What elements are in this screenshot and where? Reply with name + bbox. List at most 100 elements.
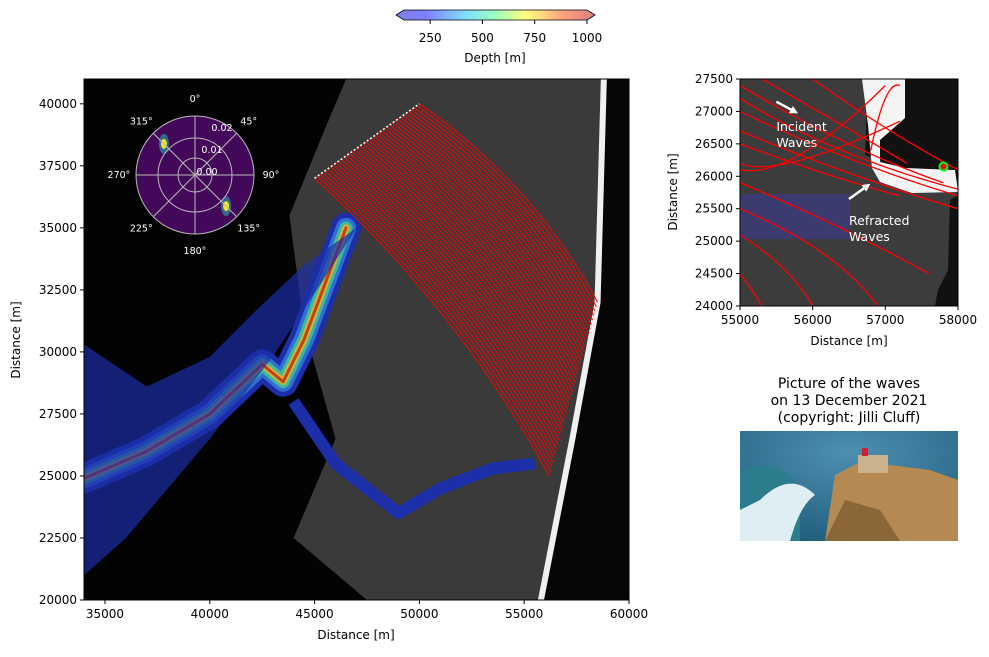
polar-angle-label: 135° [237,224,260,235]
zoom-map-frame [739,78,959,307]
zoom-land [865,79,958,306]
colorbar: 250 500 750 1000 Depth [m] [395,9,603,65]
zoom-y-tick-label: 25500 [695,202,733,216]
wave-rays [314,103,598,477]
wave-ray [335,162,560,441]
wave-ray [394,120,587,343]
zoom-y-tick-label: 24000 [695,299,733,313]
zoom-wave-ray [761,79,908,164]
x-tick-label: 50000 [400,607,438,621]
annotation-label: Refracted [849,213,909,228]
annotation-label: Waves [849,229,890,244]
photo-panel: Picture of the waves on 13 December 2021… [740,376,958,541]
colorbar-tick-label: 250 [419,31,442,45]
canyon-tail [288,398,536,520]
wave-ray [351,151,568,414]
wave-ray [368,139,575,388]
polar-radial-label: 0.02 [211,123,232,134]
photo-title-line-3: (copyright: Jilli Cluff) [778,410,921,426]
colorbar-tick-label: 500 [471,31,494,45]
ray-start-line [314,103,420,179]
zoom-ylabel: Distance [m] [666,153,680,230]
polar-angle-label: 0° [190,94,201,105]
wave-ray [405,112,592,325]
y-tick-label: 27500 [39,407,77,421]
wave-ray [378,132,580,370]
photo-title-line-2: on 13 December 2021 [771,393,928,409]
x-tick-label: 40000 [191,607,229,621]
wave-ray [400,116,590,334]
zoom-wave-ray [740,97,958,190]
wave-ray [381,130,581,365]
zoom-wave-rays [740,79,958,306]
y-tick-label: 35000 [39,221,77,235]
wave-ray [365,141,574,392]
wave-ray [349,153,566,419]
zoom-x-tick-label: 55000 [721,313,759,327]
wave-ray [316,175,552,472]
wave-ray [322,172,554,463]
wave-ray [343,156,564,428]
wave-ray [402,114,591,330]
location-marker [938,161,949,172]
zoom-wave-ray [740,182,930,275]
y-tick-label: 37500 [39,159,77,173]
wave-ray [397,118,589,339]
zoom-wave-ray [812,79,958,171]
zoom-wave-ray [740,273,763,306]
zoom-y-tick-label: 24500 [695,267,733,281]
wave-ray [413,107,596,312]
zoom-y-tick-label: 26500 [695,137,733,151]
zoom-wave-ray [870,84,901,151]
wave-ray [392,122,586,348]
land-area [538,79,629,600]
zoom-y-tick-label: 27500 [695,72,733,86]
annotation-arrowhead [789,106,799,114]
wave-ray [373,135,577,379]
wave-ray [324,170,555,459]
polar-angle-label: 225° [130,224,153,235]
wave-ray [346,154,565,423]
wave-ray [338,160,561,437]
wave-ray [389,124,585,352]
y-tick-label: 40000 [39,97,77,111]
wave-ray [333,164,559,446]
wave-ray [416,105,597,307]
wave-ray [386,126,584,356]
zoom-wave-ray [740,130,958,210]
zoom-y-tick-label: 26000 [695,169,733,183]
colorbar-tick-label: 1000 [572,31,603,45]
annotation-label: Waves [776,135,817,150]
colorbar-bar [395,9,596,21]
main-map-frame [83,78,630,601]
polar-inset: 0° 45° 90° 135° 180° 225° 270° 315° 0.00 0.01 0.02 [108,94,280,257]
coastline [538,79,607,600]
wave-ray [419,103,598,303]
wave-ray [354,149,569,410]
zoom-beach [862,79,958,193]
zoom-x-tick-label: 57000 [866,313,904,327]
polar-radial-label: 0.01 [201,145,222,156]
y-tick-label: 22500 [39,531,77,545]
colorbar-label: Depth [m] [464,51,525,65]
x-tick-label: 45000 [295,607,333,621]
polar-angle-label: 270° [108,170,131,181]
photo-title-line-1: Picture of the waves [778,376,920,392]
wave-ray [384,128,582,361]
wave-ray [357,147,570,405]
wave-ray [341,158,563,432]
main-xlabel: Distance [m] [317,628,394,642]
wave-ray [370,137,576,383]
x-tick-label: 60000 [610,607,648,621]
zoom-y-tick-label: 25000 [695,234,733,248]
zoom-wave-ray [740,143,901,197]
wave-ray [376,133,579,374]
polar-spoke [152,132,238,218]
polar-angle-label: 90° [263,170,280,181]
annotation-arrowhead [861,183,871,192]
y-tick-label: 20000 [39,593,77,607]
zoom-wave-ray [740,84,944,184]
zoom-wave-ray [740,85,886,172]
x-tick-label: 55000 [505,607,543,621]
